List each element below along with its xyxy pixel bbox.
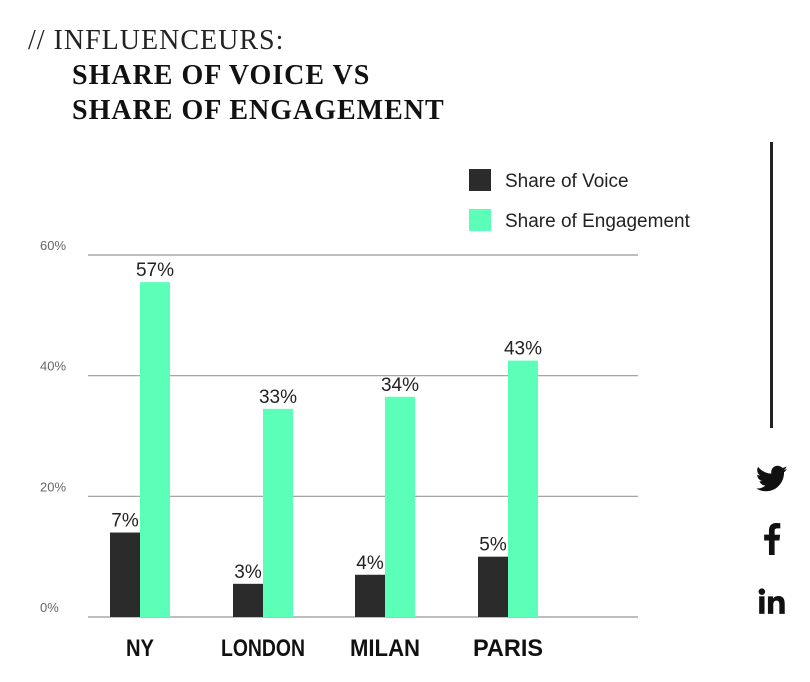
bar-share-of-engagement — [140, 282, 170, 617]
legend-label: Share of Engagement — [505, 211, 691, 232]
data-label: 57% — [136, 260, 174, 281]
bar-share-of-voice — [355, 574, 385, 617]
page-title-line-2: SHARE OF ENGAGEMENT — [72, 95, 445, 126]
data-label: 5% — [479, 535, 507, 556]
x-category-label: MILAN — [350, 635, 420, 662]
data-label: 3% — [234, 562, 262, 583]
facebook-icon — [764, 523, 781, 555]
y-tick-label: 20% — [40, 479, 66, 494]
data-label: 4% — [356, 553, 384, 574]
x-category-label: PARIS — [473, 635, 543, 662]
twitter-icon — [756, 465, 788, 492]
data-label: 33% — [259, 387, 297, 408]
data-label: 7% — [111, 511, 139, 532]
y-tick-label: 0% — [40, 600, 59, 615]
linkedin-share-button[interactable] — [752, 584, 792, 618]
legend-label: Share of Voice — [505, 171, 629, 192]
x-category-label: LONDON — [221, 635, 305, 662]
y-tick-label: 60% — [40, 238, 66, 253]
page-title-prefix: // INFLUENCEURS: — [28, 25, 285, 56]
bar-share-of-engagement — [508, 360, 538, 617]
data-label: 43% — [504, 339, 542, 360]
x-category-label: NY — [126, 635, 154, 662]
data-label: 34% — [381, 375, 419, 396]
linkedin-icon — [758, 588, 785, 614]
page-title-line-1: SHARE OF VOICE VS — [72, 60, 371, 91]
bar-share-of-voice — [110, 532, 140, 617]
legend-swatch — [469, 209, 491, 231]
bar-share-of-engagement — [385, 396, 415, 617]
y-tick-label: 40% — [40, 359, 66, 374]
facebook-share-button[interactable] — [752, 522, 792, 556]
twitter-share-button[interactable] — [752, 462, 792, 496]
bar-share-of-voice — [478, 556, 508, 617]
vertical-divider — [770, 142, 773, 428]
bar-share-of-engagement — [263, 408, 293, 617]
bar-share-of-voice — [233, 583, 263, 617]
title-block: // INFLUENCEURS: SHARE OF VOICE VS SHARE… — [28, 24, 445, 128]
legend-swatch — [469, 169, 491, 191]
